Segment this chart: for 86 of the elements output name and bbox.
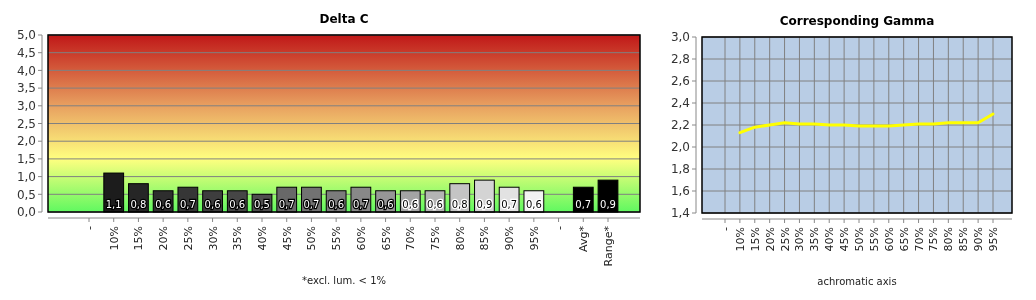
data-label: 1,1 — [105, 199, 122, 210]
y-tick-label: 5,0 — [16, 28, 36, 43]
data-label: 0,6 — [155, 199, 172, 210]
data-label: 0,6 — [402, 199, 419, 210]
x-tick-label: 65% — [897, 227, 911, 252]
x-tick-label: 40% — [256, 226, 269, 251]
x-tick-label: 85% — [478, 226, 492, 251]
data-label: 0,6 — [204, 199, 221, 210]
x-tick-label: 20% — [763, 227, 777, 252]
x-tick-label: 95% — [527, 226, 541, 251]
y-tick-label: 0,0 — [16, 205, 36, 220]
y-tick-label: 1,4 — [670, 206, 690, 221]
x-tick-label: 80% — [453, 226, 467, 251]
data-label: 0,7 — [575, 199, 592, 210]
y-tick-label: 1,8 — [670, 162, 690, 177]
x-tick-label: 35% — [808, 227, 822, 252]
y-tick-label: 1,0 — [16, 169, 36, 184]
x-tick-label: 70% — [912, 227, 926, 252]
y-tick-label: 3,0 — [670, 30, 690, 45]
x-tick-label: 90% — [503, 226, 517, 251]
x-tick-label: 55% — [867, 227, 881, 252]
data-label: 0,7 — [278, 199, 295, 210]
y-tick-label: 2,6 — [670, 74, 690, 89]
x-tick-label: 40% — [823, 227, 837, 252]
line-series — [738, 112, 995, 135]
y-tick-label: 0,5 — [16, 187, 36, 202]
data-label: 0,7 — [303, 199, 320, 210]
y-tick-label: 2,4 — [670, 96, 690, 111]
data-label: 0,8 — [451, 199, 468, 210]
data-label: 0,5 — [254, 199, 270, 210]
data-label: 0,7 — [501, 199, 518, 210]
y-tick-label: 1,5 — [16, 152, 36, 167]
x-tick-label: 70% — [404, 226, 418, 251]
x-tick-label: 45% — [838, 227, 852, 252]
data-label: 0,7 — [352, 199, 369, 210]
data-label: 0,9 — [476, 199, 493, 210]
y-tick-label: 3,0 — [16, 99, 36, 113]
x-tick-label: 25% — [778, 227, 792, 252]
y-tick-label: 2,8 — [670, 52, 690, 67]
x-tick-label: 90% — [972, 227, 986, 252]
x-tick-label: 15% — [132, 226, 146, 251]
data-label: 0,7 — [179, 199, 196, 210]
y-tick-label: 2,0 — [670, 140, 690, 155]
x-tick-label: - — [719, 226, 732, 231]
x-tick-label: 20% — [157, 226, 171, 251]
x-tick-label: 25% — [181, 226, 195, 251]
y-tick-label: 2,2 — [670, 118, 690, 133]
y-tick-label: 4,0 — [16, 63, 36, 78]
x-tick-label: 60% — [882, 227, 896, 252]
x-tick-label: Avg* — [577, 225, 591, 252]
x-tick-label: Range* — [602, 225, 615, 267]
chart-title: Corresponding Gamma — [779, 14, 935, 28]
x-tick-label: 95% — [987, 227, 1000, 252]
data-label: 0,9 — [600, 199, 616, 210]
y-tick-label: 2,5 — [16, 116, 36, 131]
x-tick-label: 50% — [305, 226, 319, 251]
chart-title: Delta C — [319, 12, 369, 26]
data-label: 0,6 — [328, 199, 345, 210]
data-label: 0,6 — [427, 199, 443, 210]
x-tick-label: 80% — [942, 227, 956, 252]
x-tick-label: 45% — [280, 226, 294, 251]
x-tick-label: 60% — [354, 226, 368, 251]
data-label: 0,6 — [229, 199, 246, 210]
data-label: 0,8 — [130, 199, 147, 210]
y-tick-label: 2,0 — [16, 134, 36, 149]
x-tick-label: 55% — [330, 226, 344, 251]
x-tick-label: - — [83, 225, 96, 230]
x-tick-label: 85% — [957, 227, 971, 252]
data-label: 0,6 — [377, 199, 394, 210]
x-tick-label: 10% — [107, 226, 121, 251]
y-tick-label: 3,5 — [16, 81, 36, 96]
x-tick-label: 30% — [793, 227, 807, 252]
data-label: 0,6 — [525, 199, 542, 210]
x-tick-label: 75% — [927, 227, 941, 252]
x-tick-label: 35% — [231, 226, 245, 251]
x-tick-label: - — [552, 225, 566, 230]
x-tick-label: 15% — [748, 227, 762, 252]
x-tick-label: 10% — [733, 227, 747, 252]
y-tick-label: 1,6 — [670, 184, 690, 199]
x-tick-label: 30% — [206, 226, 220, 251]
x-tick-label: 65% — [379, 226, 393, 251]
y-tick-label: 4,5 — [16, 45, 36, 60]
x-axis-title: achromatic axis — [817, 276, 897, 287]
x-tick-label: 50% — [853, 227, 866, 252]
text: *excl. lum. < 1% — [302, 275, 386, 286]
x-tick-label: 75% — [429, 226, 442, 251]
